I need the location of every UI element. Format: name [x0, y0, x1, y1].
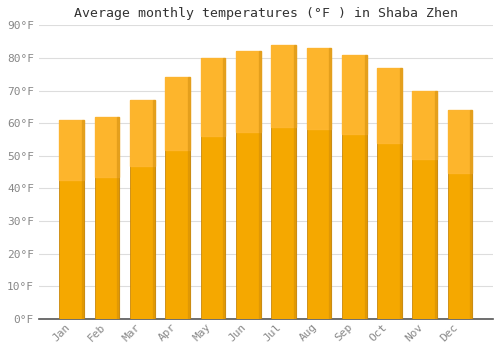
Bar — [94, 117, 120, 319]
Bar — [130, 100, 155, 319]
Bar — [94, 117, 120, 177]
Bar — [166, 77, 190, 150]
Bar — [294, 45, 296, 319]
Bar — [448, 110, 472, 173]
Bar — [200, 58, 226, 319]
Bar — [470, 110, 472, 319]
Bar — [188, 77, 190, 319]
Bar — [342, 55, 366, 134]
Bar — [130, 100, 155, 166]
Bar — [412, 91, 437, 319]
Bar — [82, 120, 84, 319]
Bar — [200, 58, 226, 136]
Bar — [412, 91, 437, 159]
Bar — [271, 45, 296, 319]
Bar — [364, 55, 366, 319]
Bar — [377, 68, 402, 319]
Bar — [448, 110, 472, 319]
Bar — [60, 120, 84, 180]
Title: Average monthly temperatures (°F ) in Shaba Zhen: Average monthly temperatures (°F ) in Sh… — [74, 7, 458, 20]
Bar — [271, 45, 296, 127]
Bar — [330, 48, 331, 319]
Bar — [400, 68, 402, 319]
Bar — [306, 48, 331, 130]
Bar — [60, 120, 84, 319]
Bar — [258, 51, 260, 319]
Bar — [435, 91, 437, 319]
Bar — [224, 58, 226, 319]
Bar — [306, 48, 331, 319]
Bar — [236, 51, 260, 132]
Bar — [118, 117, 120, 319]
Bar — [342, 55, 366, 319]
Bar — [377, 68, 402, 143]
Bar — [153, 100, 155, 319]
Bar — [166, 77, 190, 319]
Bar — [236, 51, 260, 319]
